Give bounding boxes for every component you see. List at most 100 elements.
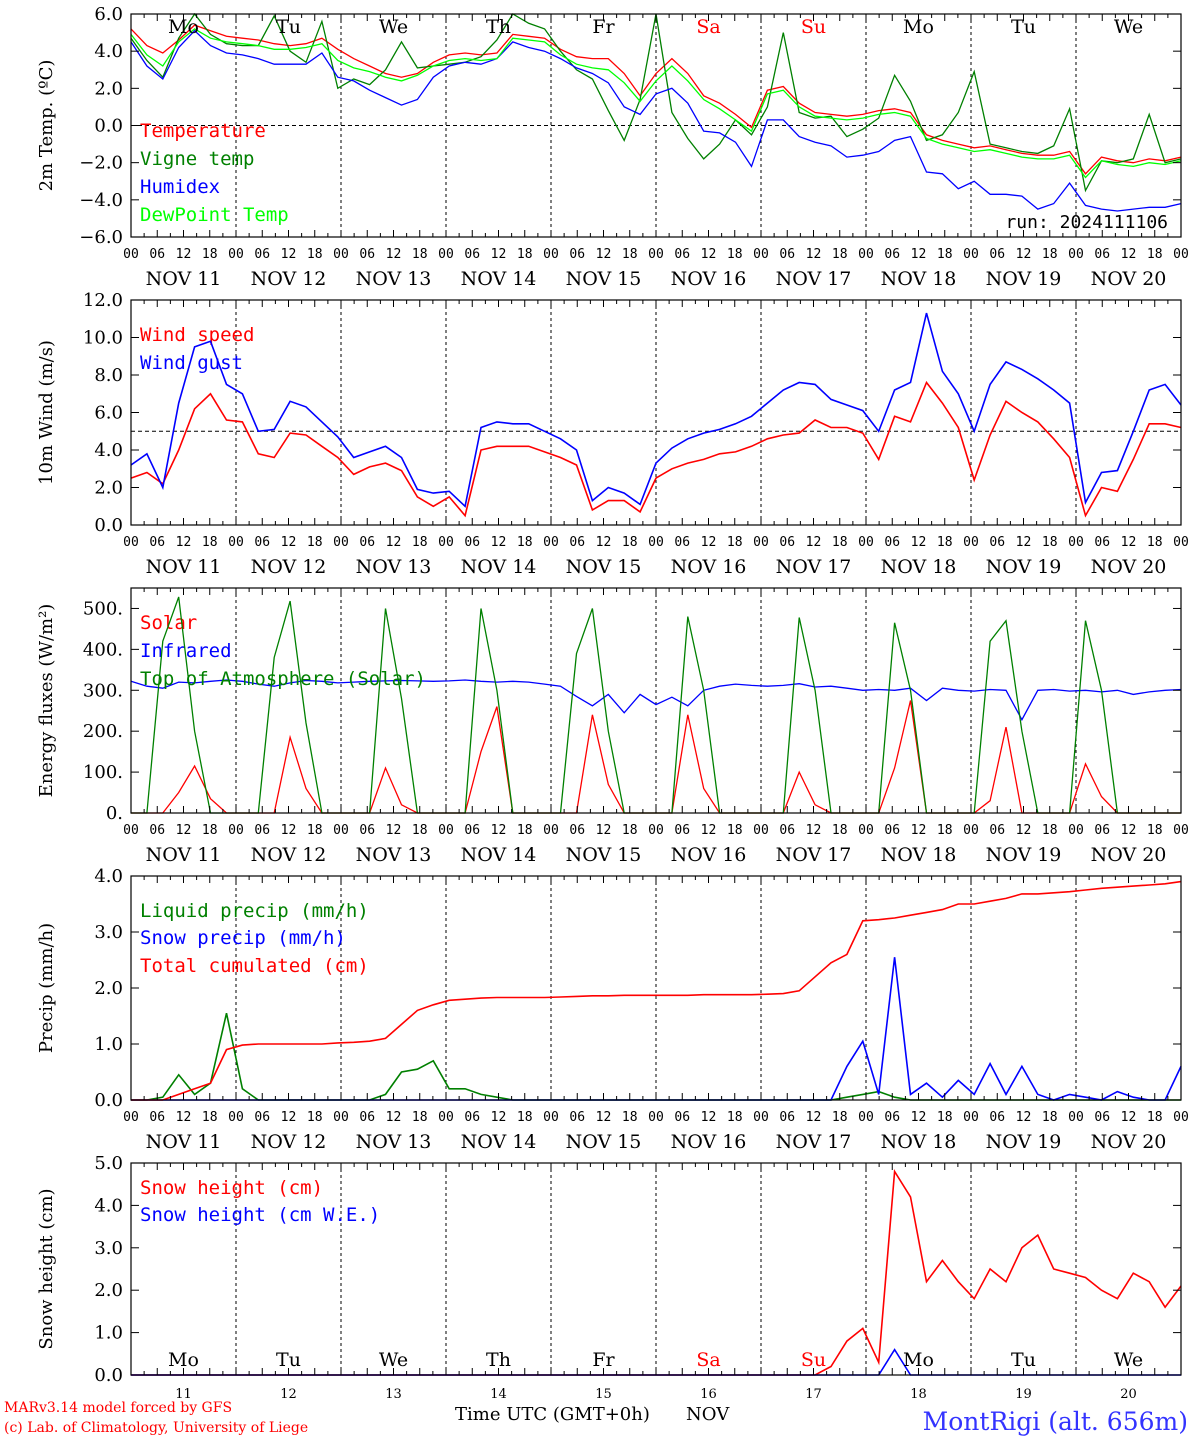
hour-tick-label: 06	[359, 823, 375, 838]
hour-tick-label: 18	[1042, 1110, 1058, 1125]
hour-tick-label: 18	[412, 535, 428, 550]
hour-tick-label: 00	[1173, 823, 1189, 838]
legend-entry: Solar	[140, 612, 197, 634]
hour-tick-label: 18	[307, 1110, 323, 1125]
hour-tick-label: 00	[858, 247, 874, 262]
y-tick-label: 3.0	[94, 922, 123, 943]
hour-tick-label: 12	[1121, 1110, 1137, 1125]
weekday-label: Th	[486, 16, 511, 38]
hour-tick-label: 00	[753, 823, 769, 838]
hour-tick-label: 18	[622, 247, 638, 262]
date-label: NOV 20	[1091, 268, 1167, 290]
hour-tick-label: 00	[963, 247, 979, 262]
hour-tick-label: 00	[123, 535, 139, 550]
day-number-label: 17	[805, 1387, 822, 1402]
chart-panels: Temperature Vigne temp Humidex DewPoint Tem…	[36, 4, 1189, 1402]
legend-entry: Top of Atmosphere (Solar)	[140, 668, 426, 690]
date-label: NOV 11	[146, 268, 222, 290]
hour-tick-label: 06	[779, 247, 795, 262]
weekday-label: Tu	[276, 1349, 301, 1371]
weekday-label: Th	[486, 1349, 511, 1371]
hour-tick-label: 06	[989, 247, 1005, 262]
hour-tick-label: 00	[963, 1110, 979, 1125]
day-number-label: 18	[910, 1387, 927, 1402]
legend-entry: Liquid precip (mm/h)	[140, 900, 369, 922]
y-tick-label: 0.0	[94, 515, 123, 536]
y-axis-label: Precip (mm/h)	[36, 923, 57, 1053]
hour-tick-label: 06	[884, 535, 900, 550]
hour-tick-label: 00	[438, 535, 454, 550]
day-number-label: 12	[280, 1387, 297, 1402]
y-axis-label: 10m Wind (m/s)	[36, 340, 57, 485]
date-label: NOV 16	[671, 844, 747, 866]
legend-entry: Wind speed	[140, 324, 254, 346]
panel-1: Temperature Vigne temp Humidex DewPoint Tem…	[36, 4, 1189, 290]
hour-tick-label: 06	[884, 823, 900, 838]
hour-tick-label: 18	[517, 247, 533, 262]
hour-tick-label: 00	[228, 823, 244, 838]
hour-tick-label: 12	[596, 247, 612, 262]
hour-tick-label: 18	[517, 535, 533, 550]
hour-tick-label: 18	[832, 247, 848, 262]
hour-tick-label: 12	[281, 247, 297, 262]
hour-tick-label: 12	[1016, 247, 1032, 262]
panel-4: Liquid precip (mm/h) Snow precip (mm/h) To…	[36, 866, 1189, 1153]
hour-tick-label: 18	[412, 1110, 428, 1125]
panel-2: Wind speed Wind gust 12.0 10.0 8.0 6.0 4.0 2.0 0…	[36, 290, 1189, 578]
hour-tick-label: 06	[149, 247, 165, 262]
hour-tick-label: 18	[202, 535, 218, 550]
hour-tick-label: 06	[254, 823, 270, 838]
hour-tick-label: 00	[648, 247, 664, 262]
hour-tick-label: 00	[123, 247, 139, 262]
hour-tick-label: 06	[464, 1110, 480, 1125]
station-name: MontRigi (alt. 656m)	[923, 1407, 1188, 1436]
hour-tick-label: 00	[648, 1110, 664, 1125]
hour-tick-label: 06	[569, 247, 585, 262]
date-label: NOV 18	[881, 268, 957, 290]
date-label: NOV 16	[671, 1131, 747, 1153]
series-line-total-cumulated-cm	[131, 880, 1182, 1101]
hour-tick-label: 18	[937, 247, 953, 262]
weekday-label: Tu	[276, 16, 301, 38]
hour-tick-label: 00	[333, 823, 349, 838]
series-line-dewpoint-temp	[130, 28, 1182, 179]
hour-tick-label: 00	[1068, 1110, 1084, 1125]
hour-tick-label: 06	[674, 247, 690, 262]
series-line-wind-gust	[130, 312, 1182, 508]
day-number-label: 20	[1120, 1387, 1137, 1402]
hour-tick-label: 06	[464, 823, 480, 838]
hour-tick-label: 12	[911, 1110, 927, 1125]
hour-tick-label: 06	[989, 535, 1005, 550]
date-label: NOV 12	[251, 556, 327, 578]
hour-tick-label: 00	[228, 247, 244, 262]
day-number-label: 14	[490, 1387, 507, 1402]
hour-tick-label: 00	[858, 535, 874, 550]
y-tick-label: 0.0	[94, 116, 123, 137]
hour-tick-label: 00	[438, 1110, 454, 1125]
hour-tick-label: 06	[779, 823, 795, 838]
hour-tick-label: 18	[307, 535, 323, 550]
hour-tick-label: 18	[412, 823, 428, 838]
hour-tick-label: 12	[281, 535, 297, 550]
y-tick-label: −4.0	[79, 190, 123, 211]
hour-tick-label: 00	[648, 535, 664, 550]
date-label: NOV 17	[776, 1131, 852, 1153]
date-label: NOV 14	[461, 1131, 537, 1153]
legend-entry: Snow precip (mm/h)	[140, 927, 346, 949]
y-tick-label: 5.0	[94, 1153, 123, 1174]
hour-tick-label: 18	[1147, 535, 1163, 550]
y-tick-label: 2.0	[94, 78, 123, 99]
hour-tick-label: 12	[806, 1110, 822, 1125]
weekday-label: We	[379, 16, 408, 38]
hour-tick-label: 18	[307, 823, 323, 838]
date-label: NOV 15	[566, 844, 642, 866]
y-tick-label: 8.0	[94, 365, 123, 386]
day-number-label: 11	[175, 1387, 192, 1402]
hour-tick-label: 18	[727, 535, 743, 550]
weekday-label: Tu	[1011, 1349, 1036, 1371]
date-label: NOV 16	[671, 268, 747, 290]
hour-tick-label: 06	[1094, 535, 1110, 550]
y-tick-label: 6.0	[94, 403, 123, 424]
hour-tick-label: 12	[386, 247, 402, 262]
